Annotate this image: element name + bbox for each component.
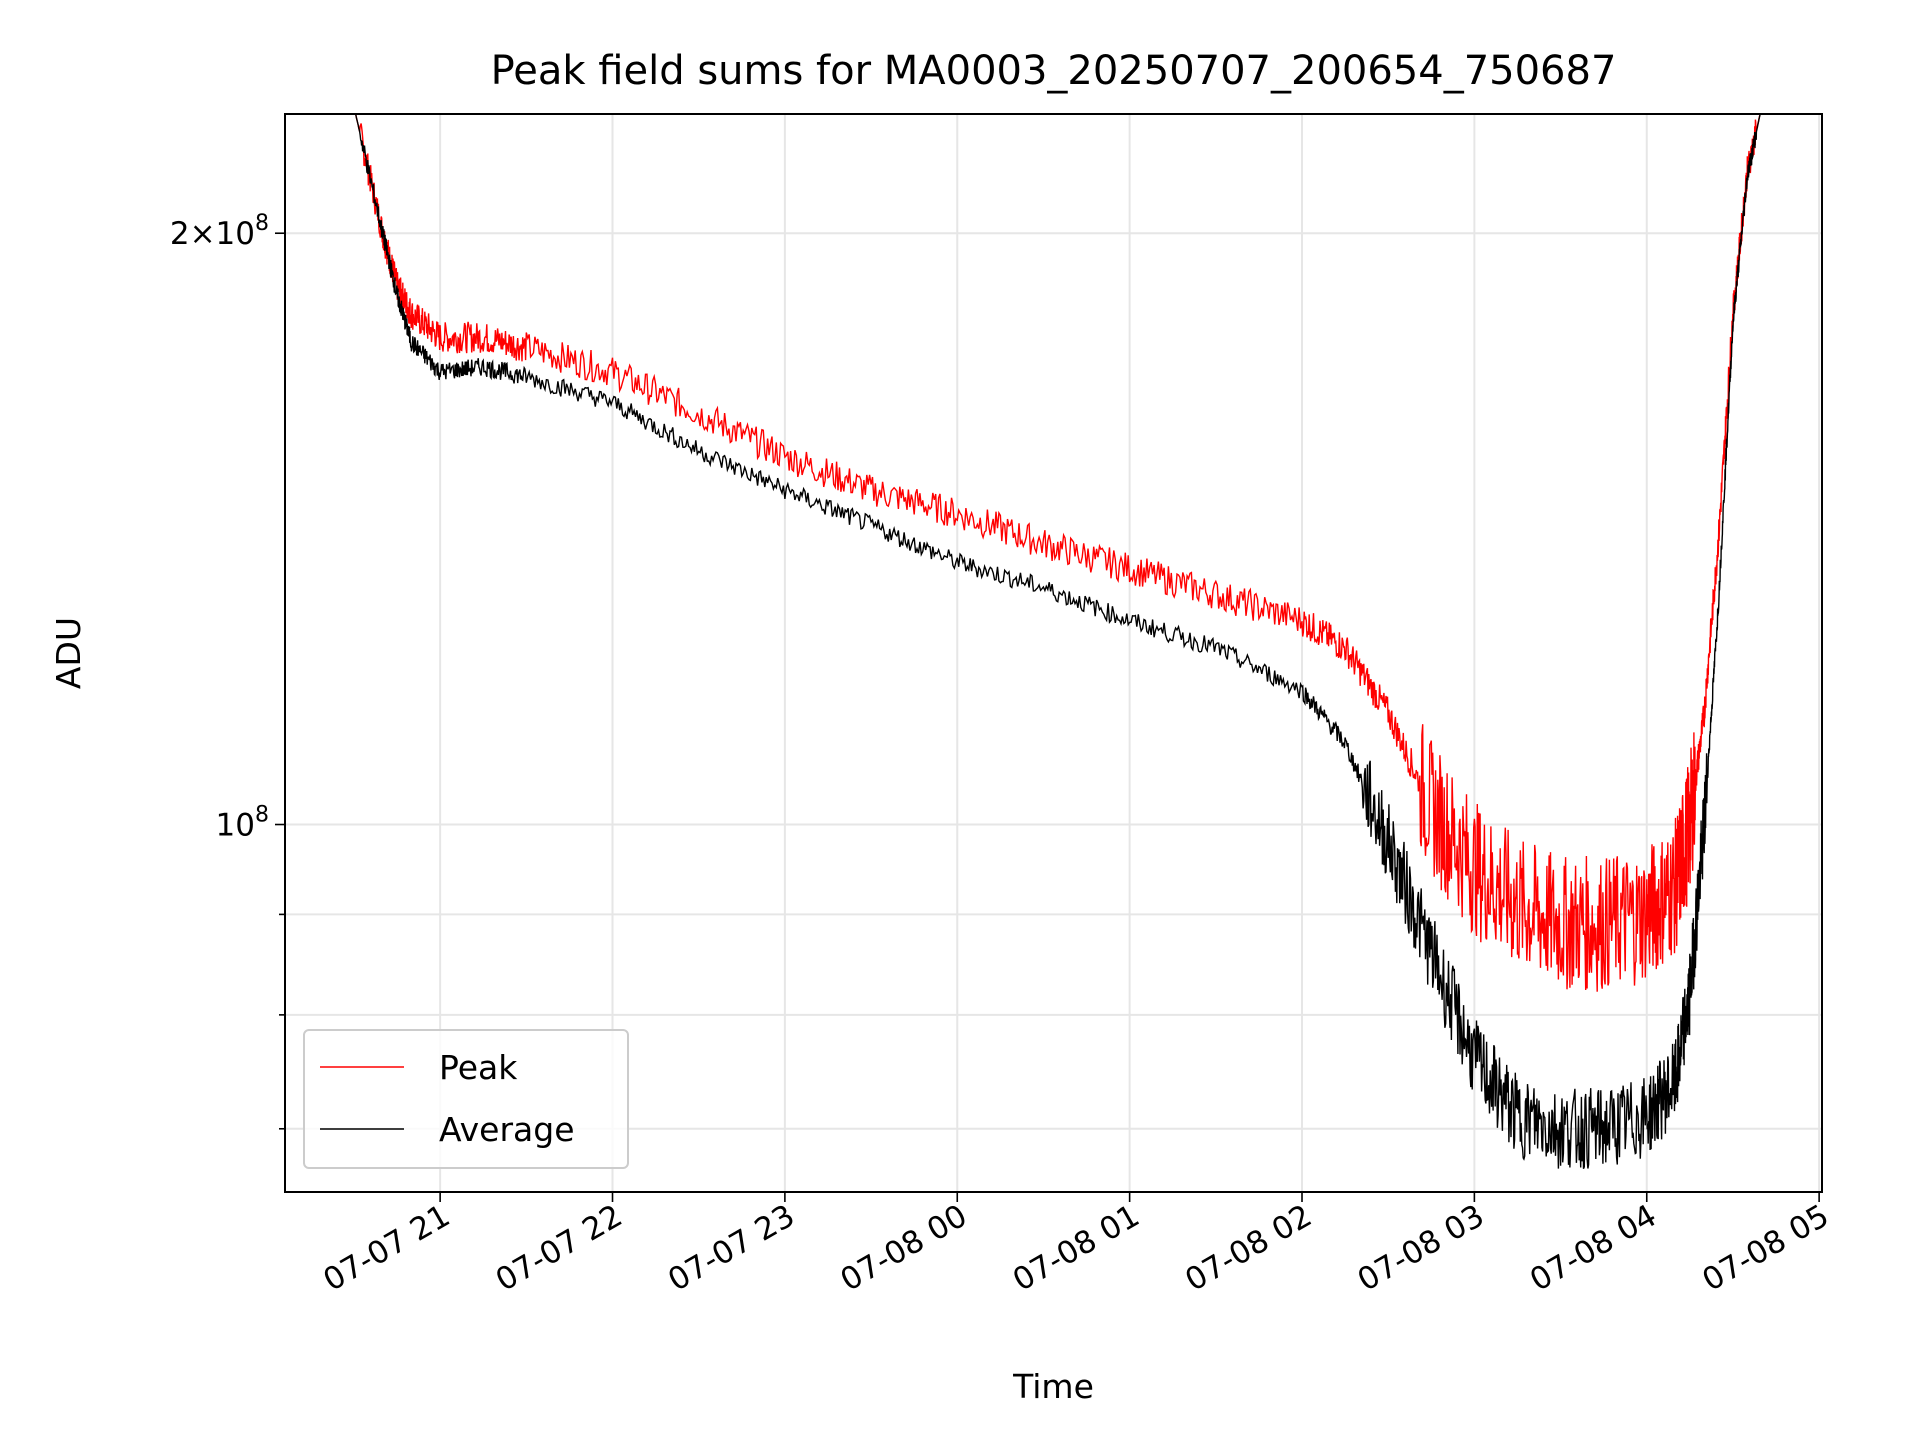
legend-label-average: Average xyxy=(439,1110,575,1149)
chart-title: Peak field sums for MA0003_20250707_2006… xyxy=(491,48,1617,94)
x-axis-label: Time xyxy=(1012,1367,1094,1406)
x-tick-label: 07-07 21 xyxy=(317,1198,456,1299)
x-tick-label: 07-07 22 xyxy=(490,1198,629,1299)
x-tick-label: 07-08 05 xyxy=(1696,1198,1835,1299)
x-tick-label: 07-08 00 xyxy=(835,1198,974,1299)
y-tick-label: 2×108 xyxy=(170,211,269,252)
plot-area-frame xyxy=(284,113,1823,1193)
legend-label-peak: Peak xyxy=(439,1048,518,1087)
x-tick-label: 07-08 04 xyxy=(1524,1198,1663,1299)
x-tick-label: 07-07 23 xyxy=(662,1198,801,1299)
grid xyxy=(285,114,1822,1192)
legend: Peak Average xyxy=(303,1029,629,1169)
series-line-peak xyxy=(354,114,1761,992)
series-lines xyxy=(354,114,1761,1169)
series-line-average xyxy=(354,114,1761,1169)
y-tick-label: 108 xyxy=(216,803,269,844)
x-tick-label: 07-08 03 xyxy=(1352,1198,1491,1299)
legend-box xyxy=(303,1029,629,1169)
x-tick-label: 07-08 01 xyxy=(1007,1198,1146,1299)
x-tick-label: 07-08 02 xyxy=(1179,1198,1318,1299)
y-axis-label: ADU xyxy=(49,617,88,689)
